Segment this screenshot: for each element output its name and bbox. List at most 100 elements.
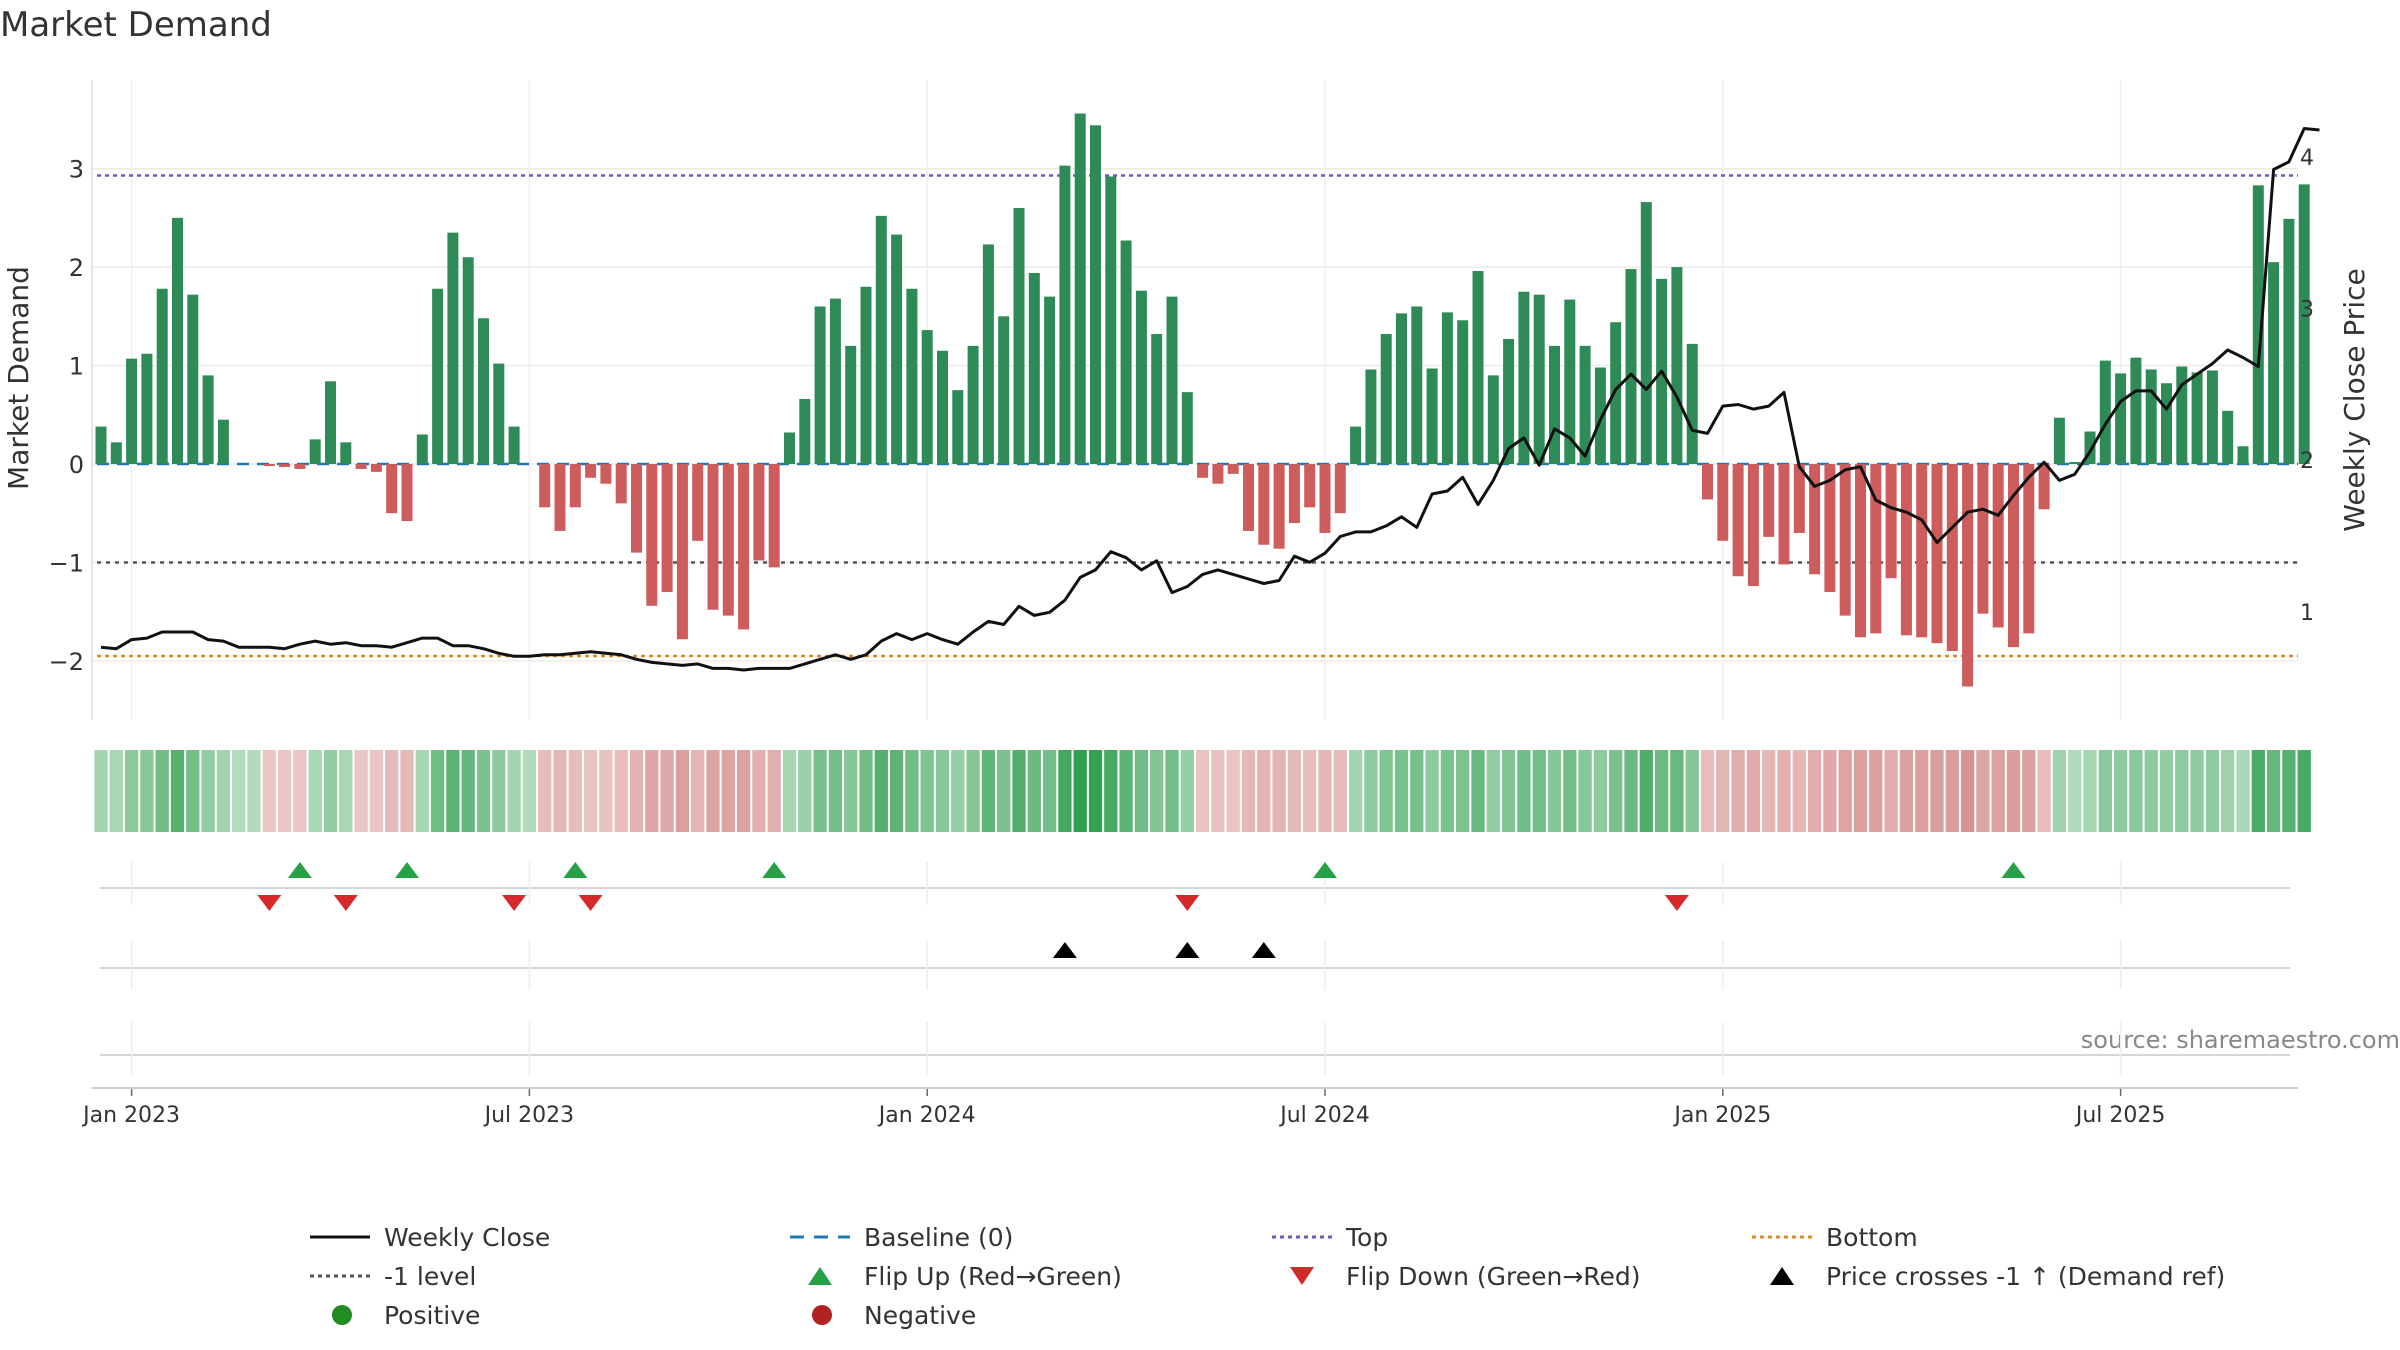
demand-bar bbox=[569, 464, 581, 508]
heat-cell bbox=[1394, 750, 1409, 832]
heat-cell bbox=[798, 750, 812, 832]
demand-bar bbox=[1671, 267, 1683, 464]
weekly-close-line bbox=[100, 127, 2320, 672]
demand-bar bbox=[1258, 464, 1270, 545]
heat-cell bbox=[1945, 750, 1959, 832]
heat-cell bbox=[935, 750, 950, 832]
source-label: source: sharemaestro.com bbox=[2081, 1026, 2400, 1054]
demand-bar bbox=[95, 426, 107, 464]
demand-bar bbox=[952, 390, 964, 464]
y2-tick-label: 3 bbox=[2300, 297, 2314, 322]
demand-bar bbox=[1350, 426, 1362, 464]
demand-bar bbox=[631, 464, 642, 553]
demand-bar bbox=[998, 316, 1010, 464]
demand-bar bbox=[1472, 271, 1484, 464]
demand-bar bbox=[860, 286, 872, 464]
demand-bar bbox=[921, 330, 933, 464]
demand-bar bbox=[661, 464, 673, 592]
axis-ticks-layer: 3 2 1 0 −1 −2 4 3 2 1 Jan 2023 Jul 2023 Jan 2024 Jul … bbox=[49, 146, 2314, 1128]
demand-bar bbox=[1120, 240, 1132, 464]
heat-cell bbox=[1792, 750, 1806, 832]
heat-cell bbox=[2083, 750, 2097, 832]
demand-bar bbox=[1549, 345, 1560, 464]
demand-bar bbox=[1962, 464, 1974, 687]
demand-bar bbox=[1487, 375, 1499, 464]
demand-bar bbox=[2252, 185, 2264, 464]
demand-bar bbox=[1273, 464, 1285, 549]
heat-cell bbox=[1517, 750, 1531, 832]
heat-cell bbox=[1211, 750, 1225, 832]
heat-cell bbox=[1777, 750, 1791, 832]
demand-bar bbox=[1411, 306, 1423, 464]
demand-bar bbox=[982, 244, 994, 464]
demand-bar bbox=[2237, 446, 2249, 464]
demand-bar bbox=[1028, 272, 1040, 464]
heat-cell bbox=[1226, 750, 1240, 832]
x-tick-label: Jul 2024 bbox=[1278, 1103, 1370, 1128]
heat-cell bbox=[2251, 750, 2265, 832]
demand-bar bbox=[753, 464, 765, 561]
heat-cell bbox=[1823, 750, 1837, 832]
heat-cell bbox=[2068, 750, 2082, 832]
demand-bar bbox=[768, 464, 780, 568]
demand-bar bbox=[707, 464, 719, 610]
heat-cell bbox=[2266, 750, 2281, 832]
demand-bar bbox=[1288, 464, 1300, 524]
heat-cell bbox=[629, 750, 644, 832]
y2-tick-label: 4 bbox=[2300, 146, 2314, 171]
demand-bar bbox=[416, 434, 428, 464]
demand-bar bbox=[1166, 296, 1178, 464]
heat-cell bbox=[1180, 750, 1194, 832]
flip-down-marker bbox=[502, 895, 527, 911]
flip-down-marker bbox=[257, 895, 282, 911]
heat-cell bbox=[94, 750, 108, 832]
heat-cell bbox=[1456, 750, 1470, 832]
demand-bar bbox=[585, 464, 597, 478]
heat-cell bbox=[2022, 750, 2036, 832]
heat-cell bbox=[951, 750, 965, 832]
demand-bar bbox=[738, 464, 750, 630]
flip-up-marker bbox=[1313, 862, 1337, 878]
demand-bar bbox=[462, 257, 474, 464]
demand-bar bbox=[1900, 464, 1912, 636]
heat-cell bbox=[889, 750, 904, 832]
demand-bar bbox=[1625, 269, 1637, 464]
demand-bar bbox=[1809, 464, 1821, 575]
demand-bar bbox=[2283, 218, 2295, 464]
x-tick-label: Jan 2024 bbox=[877, 1103, 976, 1128]
heat-cell bbox=[1440, 750, 1455, 832]
demand-bars-layer bbox=[95, 113, 2310, 687]
demand-bar bbox=[2084, 431, 2096, 464]
demand-bar bbox=[1365, 369, 1377, 464]
demand-bar bbox=[493, 363, 505, 464]
heat-cell bbox=[966, 750, 980, 832]
y-tick-label: −2 bbox=[49, 648, 84, 676]
legend-label: Positive bbox=[384, 1301, 480, 1330]
heat-cell bbox=[997, 750, 1011, 832]
demand-bar bbox=[1916, 464, 1928, 638]
heat-cell bbox=[1976, 750, 1990, 832]
heat-cell bbox=[1731, 750, 1745, 832]
demand-bar bbox=[615, 464, 627, 504]
demand-bar bbox=[2038, 464, 2050, 510]
heat-cell bbox=[170, 750, 185, 832]
demand-bar bbox=[1503, 338, 1515, 464]
demand-bar bbox=[2008, 464, 2019, 648]
demand-bar bbox=[799, 399, 811, 464]
heat-cell bbox=[2205, 750, 2220, 832]
heat-cell bbox=[2221, 750, 2235, 832]
demand-bar bbox=[1090, 125, 1101, 465]
heat-cell bbox=[1639, 750, 1653, 832]
demand-bar bbox=[2130, 357, 2142, 464]
heat-cell bbox=[124, 750, 139, 832]
heat-cell bbox=[1838, 750, 1852, 832]
heat-cell bbox=[1058, 750, 1072, 832]
x-tick-label: Jul 2023 bbox=[483, 1103, 575, 1128]
heat-cell bbox=[1318, 750, 1332, 832]
heat-cell bbox=[323, 750, 338, 832]
heat-cell bbox=[614, 750, 628, 832]
legend-swatch-triangle-up bbox=[1770, 1267, 1794, 1285]
signal-markers-layer bbox=[100, 862, 2290, 1075]
demand-bar bbox=[172, 217, 183, 464]
demand-bar bbox=[1426, 368, 1438, 464]
